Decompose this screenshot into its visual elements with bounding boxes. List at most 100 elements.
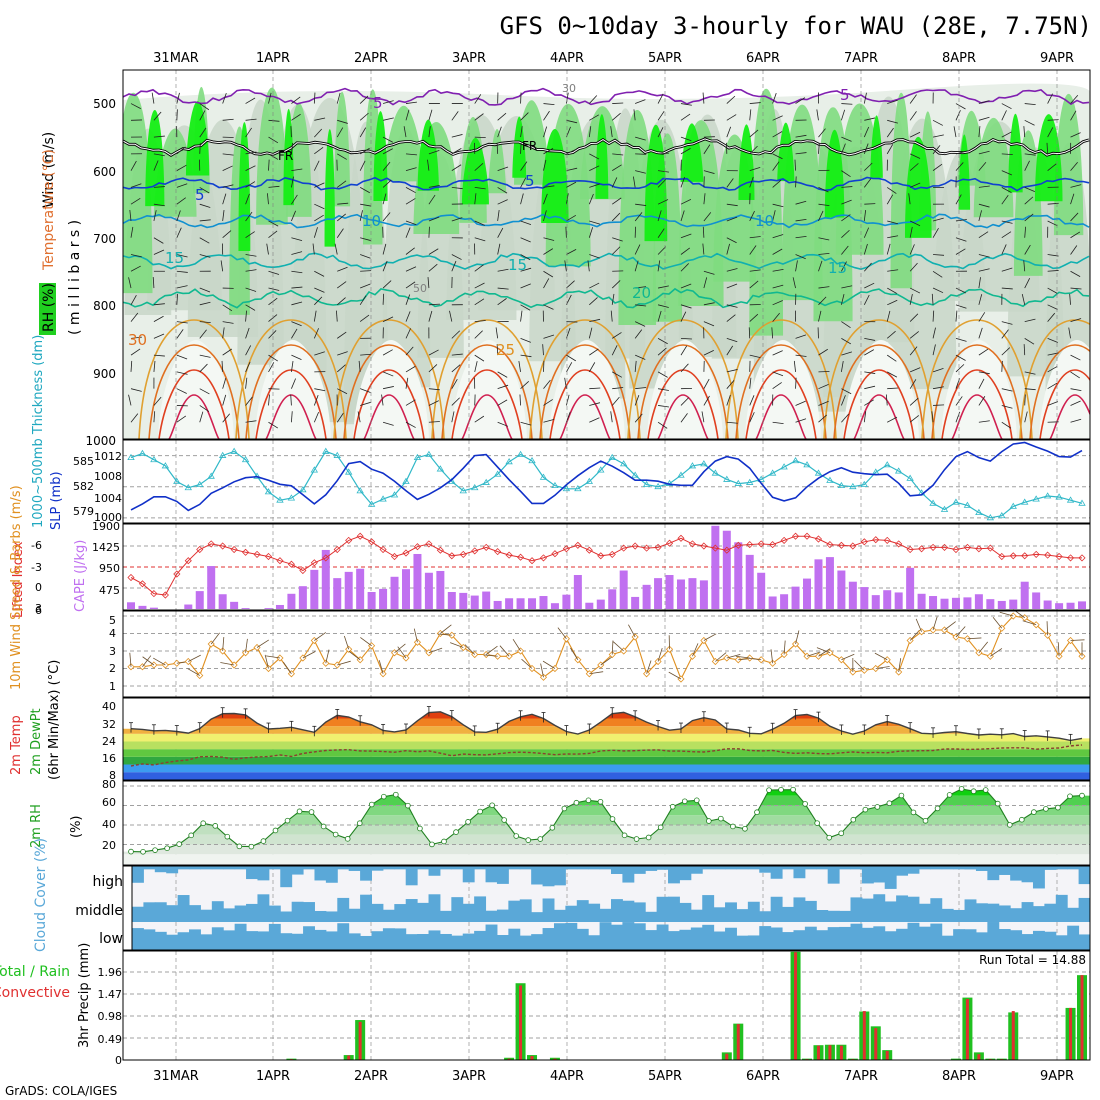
wind-barb	[291, 176, 294, 188]
wind-barb	[543, 278, 550, 289]
rh2m-point	[332, 831, 339, 838]
wind-barb	[978, 126, 981, 138]
surface-wind-barb	[967, 637, 982, 640]
cloud-low-cell	[394, 928, 407, 950]
lifted-index-point	[585, 546, 593, 554]
wind-barb	[978, 371, 990, 375]
rh2m-mask	[123, 781, 1090, 852]
thickness-point	[241, 455, 250, 463]
wind-barb	[151, 92, 155, 104]
rh2m-point	[850, 816, 857, 823]
precip-tick: 0.98	[98, 1010, 123, 1023]
warm-isotherm	[823, 319, 935, 439]
wind-barb	[221, 360, 224, 372]
wind-barb	[314, 146, 324, 155]
precip-convective-bar	[725, 1053, 729, 1060]
wind-barb	[497, 399, 508, 406]
wind-barb	[703, 395, 710, 406]
wind-barb	[955, 110, 961, 121]
lifted-index-point	[379, 545, 387, 554]
wind-barb	[222, 304, 233, 312]
cloud-high-cell	[394, 866, 407, 870]
li-tick: 6	[35, 604, 42, 617]
precip-convective-bar	[358, 1021, 362, 1060]
wind-barb	[245, 193, 250, 205]
wind-barb	[1001, 421, 1012, 429]
cloud-high-cell	[827, 866, 840, 884]
wind-barb	[428, 226, 430, 238]
cloud-high-cell	[804, 866, 817, 870]
cloud-low-cell	[553, 923, 566, 950]
wind-barb	[1001, 347, 1011, 356]
wind-barb	[542, 344, 544, 356]
precip-convective-bar	[736, 1024, 740, 1060]
rh2m-point	[597, 798, 604, 805]
thickness-point	[1021, 498, 1029, 505]
wind-barb	[749, 167, 761, 172]
wind-barb	[357, 411, 361, 423]
wind-barb	[841, 388, 852, 395]
rh2m-point	[525, 837, 532, 843]
wind-barb	[245, 269, 257, 272]
precip-convective-bar	[794, 952, 798, 1060]
cloud-high-cell	[451, 866, 464, 870]
cape-bar	[791, 586, 800, 609]
wind-barb	[520, 267, 532, 272]
millibars-axis-label: ( m i l l i b a r s )	[67, 220, 83, 335]
cloud-low-cell	[725, 927, 737, 950]
cape-bar	[241, 608, 250, 609]
wind-barb	[382, 193, 387, 205]
wind-barb	[818, 296, 827, 306]
thickness-point	[562, 484, 571, 492]
surface-wind-barb	[783, 640, 786, 655]
cloud-high-cell	[645, 866, 658, 871]
wind-barb	[612, 332, 622, 339]
lifted-index-point	[631, 542, 639, 550]
thickness-point	[230, 447, 238, 454]
cloud-low-cell	[941, 935, 954, 950]
rh-shade-green	[383, 105, 424, 182]
date-label: 9APR	[1040, 51, 1074, 66]
thickness-point	[493, 470, 502, 477]
lifted-index-point	[505, 551, 513, 559]
panel-fills	[123, 70, 1090, 950]
cape-bar	[470, 595, 479, 609]
wind-barb	[657, 260, 661, 272]
wind-barb	[841, 338, 852, 345]
wind-barb	[222, 348, 233, 356]
rh2m-point	[994, 800, 1001, 807]
wind-barb	[1047, 312, 1056, 322]
wind-barb	[245, 396, 253, 406]
wind-barb	[543, 126, 548, 138]
wind-barb	[428, 126, 431, 138]
wind-barb	[268, 159, 270, 171]
wind-barb	[405, 311, 411, 322]
cape-bar	[298, 586, 307, 609]
wind-barb	[792, 277, 796, 289]
wind-barb	[703, 321, 715, 327]
lifted-index-point	[711, 544, 719, 552]
wind-barb	[566, 148, 577, 155]
wind-barb	[772, 210, 776, 222]
wind-barb	[543, 148, 554, 155]
wind-barb	[359, 127, 367, 138]
cloud-middle-cell	[1021, 902, 1034, 922]
wind-barb	[382, 293, 385, 305]
wind-barb	[1047, 337, 1058, 343]
wind-barb	[337, 266, 348, 272]
wind-barb	[818, 128, 826, 138]
cape-bar	[619, 570, 628, 609]
panel-frame	[122, 523, 1091, 611]
wind-barb	[657, 246, 667, 255]
rh2m-point	[718, 815, 724, 822]
wind-barb	[818, 400, 829, 406]
wind-barb	[543, 185, 555, 188]
wind-barb	[451, 164, 462, 171]
lifted-index-point	[184, 557, 192, 565]
wind-barb	[382, 316, 394, 322]
thickness-point	[505, 458, 513, 465]
thickness-point	[333, 451, 341, 458]
wind-barb	[222, 378, 227, 389]
lifted-index-point	[746, 541, 754, 549]
rh2m-point	[958, 786, 965, 792]
